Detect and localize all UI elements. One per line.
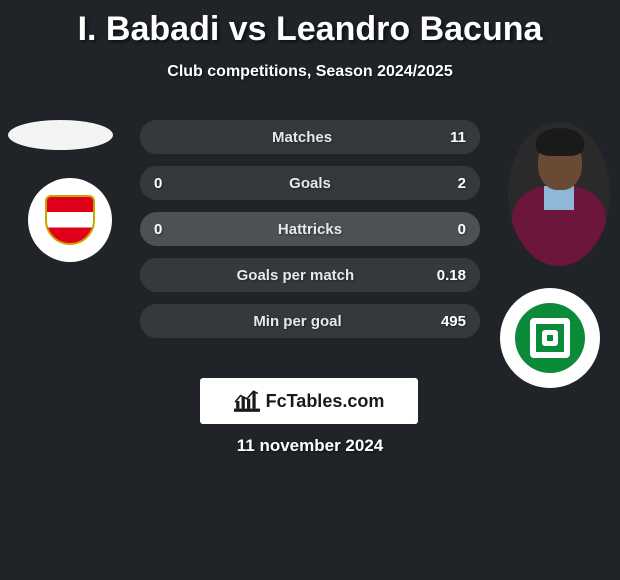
stat-value-right: 11	[450, 129, 466, 146]
stat-value-right: 495	[441, 313, 466, 330]
page-title: I. Babadi vs Leandro Bacuna	[0, 0, 620, 49]
stat-row: Matches 11	[140, 120, 480, 154]
player-right-photo	[508, 122, 610, 266]
stat-label: Min per goal	[253, 313, 341, 330]
date-text: 11 november 2024	[0, 436, 620, 456]
psv-shield-icon	[45, 195, 95, 245]
stat-row: Min per goal 495	[140, 304, 480, 338]
stat-value-left: 0	[154, 175, 162, 192]
stat-label: Goals	[289, 175, 331, 192]
stat-row: Goals per match 0.18	[140, 258, 480, 292]
subtitle: Club competitions, Season 2024/2025	[0, 63, 620, 81]
player-left-photo	[8, 120, 113, 150]
groningen-badge-icon	[515, 303, 585, 373]
stat-row: 0 Goals 2	[140, 166, 480, 200]
stat-label: Hattricks	[278, 221, 342, 238]
stat-value-right: 2	[458, 175, 466, 192]
stat-value-right: 0.18	[437, 267, 466, 284]
brand-text: FcTables.com	[266, 391, 385, 412]
stat-value-left: 0	[154, 221, 162, 238]
stat-row: 0 Hattricks 0	[140, 212, 480, 246]
bar-chart-icon	[234, 390, 260, 412]
hair-shape	[536, 128, 584, 156]
stat-label: Matches	[272, 129, 332, 146]
club-badge-left	[28, 178, 112, 262]
stat-value-right: 0	[458, 221, 466, 238]
stats-table: Matches 11 0 Goals 2 0 Hattricks 0 Goals per mat…	[140, 120, 480, 350]
stat-label: Goals per match	[237, 267, 355, 284]
club-badge-right	[500, 288, 600, 388]
brand-logo: FcTables.com	[200, 378, 418, 424]
